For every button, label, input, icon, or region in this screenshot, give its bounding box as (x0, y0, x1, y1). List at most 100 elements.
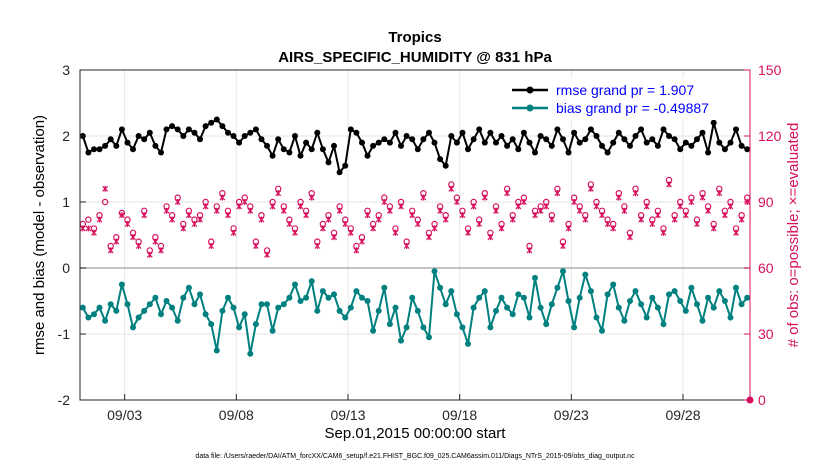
obs-evaluated-point (398, 203, 404, 210)
series-point-rmse (705, 149, 712, 156)
obs-evaluated-point (654, 212, 661, 219)
series-point-bias (213, 347, 220, 354)
series-point-bias (180, 294, 187, 301)
series-point-rmse (197, 136, 203, 143)
series-point-rmse (537, 133, 544, 139)
chart-subtitle: AIRS_SPECIFIC_HUMIDITY @ 831 hPa (278, 49, 552, 66)
series-point-rmse (325, 159, 332, 166)
series-point-bias (465, 340, 471, 347)
obs-evaluated-point (688, 199, 695, 205)
series-point-rmse (386, 139, 393, 146)
series-point-rmse (710, 119, 717, 126)
obs-evaluated-point (91, 229, 97, 236)
obs-evaluated-point (163, 207, 170, 214)
series-point-rmse (448, 133, 455, 139)
obs-evaluated-point (420, 194, 427, 201)
obs-evaluated-point (442, 216, 449, 223)
series-point-bias (660, 321, 667, 328)
series-point-bias (152, 294, 159, 301)
series-point-rmse (331, 142, 337, 149)
obs-evaluated-point (146, 251, 153, 258)
series-point-rmse (716, 139, 723, 146)
series-point-bias (319, 288, 326, 295)
series-point-rmse (487, 129, 494, 136)
obs-evaluated-point (241, 199, 248, 205)
series-point-rmse (543, 136, 550, 143)
series-point-rmse (498, 133, 505, 139)
series-point-bias (158, 311, 164, 318)
series-point-rmse (587, 126, 594, 133)
series-point-rmse (364, 152, 371, 159)
obs-possible-point (101, 198, 109, 206)
obs-evaluated-point (370, 225, 377, 232)
obs-evaluated-point (280, 207, 287, 214)
series-point-rmse (146, 129, 153, 136)
obs-evaluated-point (185, 212, 192, 219)
series-point-bias (269, 327, 276, 334)
obs-evaluated-point (733, 229, 739, 236)
obs-evaluated-point (252, 243, 259, 249)
series-point-bias (185, 284, 192, 291)
obs-evaluated-point (319, 225, 326, 232)
series-point-bias (688, 284, 695, 291)
x-tick-label: 09/23 (554, 407, 589, 423)
series-point-bias (431, 268, 438, 275)
chart-title: Tropics (388, 29, 441, 46)
series-point-bias (107, 301, 114, 308)
obs-evaluated-point (118, 212, 125, 219)
series-point-rmse (225, 129, 231, 136)
series-point-bias (476, 294, 483, 301)
series-point-bias (331, 291, 337, 298)
series-point-rmse (347, 126, 354, 133)
obs-evaluated-point (158, 247, 164, 254)
obs-evaluated-point (716, 190, 723, 197)
series-point-rmse (727, 139, 734, 146)
series-point-rmse (431, 139, 438, 146)
obs-evaluated-point (225, 212, 231, 219)
series-point-bias (666, 291, 672, 298)
obs-evaluated-point (671, 216, 678, 223)
series-point-bias (325, 294, 332, 301)
obs-evaluated-point (336, 207, 343, 214)
series-point-bias (654, 304, 661, 311)
series-point-rmse (174, 126, 181, 133)
obs-evaluated-point (286, 221, 293, 227)
series-point-rmse (582, 136, 589, 143)
obs-evaluated-point (526, 247, 533, 254)
series-point-bias (493, 307, 499, 314)
series-point-bias (587, 288, 594, 295)
series-point-rmse (208, 119, 215, 126)
y-tick-label: 2 (62, 128, 70, 144)
series-point-bias (470, 304, 477, 311)
series-point-bias (364, 298, 371, 304)
series-point-rmse (286, 149, 293, 156)
obs-evaluated-point (448, 185, 455, 192)
series-point-bias (275, 304, 282, 311)
y-tick-label: 0 (62, 260, 70, 276)
series-point-rmse (113, 142, 120, 149)
series-point-bias (336, 307, 343, 314)
obs-evaluated-point (548, 216, 555, 223)
y-tick-label-right: 0 (758, 392, 766, 408)
series-point-bias (398, 337, 404, 344)
series-point-rmse (107, 136, 114, 143)
series-point-bias (610, 281, 617, 288)
series-point-bias (509, 311, 516, 318)
y-tick-label-right: 120 (758, 128, 782, 144)
series-point-rmse (102, 142, 109, 149)
y-axis-left: -2 -1 0 1 2 3 (58, 62, 86, 408)
obs-evaluated-point (269, 203, 276, 210)
obs-evaluated-point (208, 243, 215, 249)
obs-evaluated-point (353, 247, 360, 254)
series-point-bias (621, 317, 628, 324)
series-point-bias (247, 350, 254, 357)
obs-evaluated-point (694, 221, 700, 227)
series-point-bias (342, 314, 349, 321)
obs-evaluated-point (632, 190, 639, 197)
series-point-rmse (297, 152, 304, 159)
x-tick-label: 09/28 (665, 407, 700, 423)
series-point-rmse (96, 146, 103, 153)
series-point-rmse (604, 149, 611, 156)
series-point-bias (420, 324, 427, 331)
